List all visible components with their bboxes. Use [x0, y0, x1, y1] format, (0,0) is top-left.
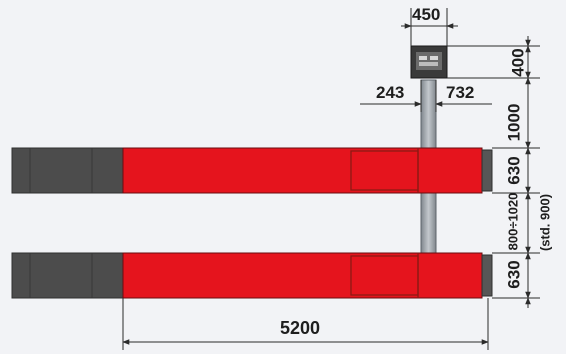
- platform-top: [11, 147, 493, 194]
- ramp-bottom: [11, 252, 124, 299]
- platform-bottom: [11, 252, 493, 299]
- end-stop-bottom: [481, 254, 493, 297]
- dim-platform-gap: 800÷1020: [505, 192, 521, 251]
- end-stop-top: [481, 149, 493, 192]
- dim-console-width: 450: [412, 5, 441, 24]
- dim-platform-width-bottom: 630: [504, 260, 524, 289]
- dim-column-gap: 1000: [504, 103, 524, 142]
- ramp-top: [11, 147, 124, 194]
- dim-platform-length: 5200: [280, 318, 321, 338]
- control-console-icon: [410, 45, 448, 79]
- dim-left-offset: 243: [376, 83, 405, 102]
- runway-top: [122, 147, 483, 194]
- dimension-lines: [122, 8, 540, 350]
- dim-console-height: 400: [508, 48, 528, 77]
- dim-platform-width-top: 630: [504, 156, 524, 185]
- dim-platform-gap-std: (std. 900): [537, 193, 553, 252]
- dim-right-offset: 732: [446, 83, 475, 102]
- runway-bottom: [122, 252, 483, 299]
